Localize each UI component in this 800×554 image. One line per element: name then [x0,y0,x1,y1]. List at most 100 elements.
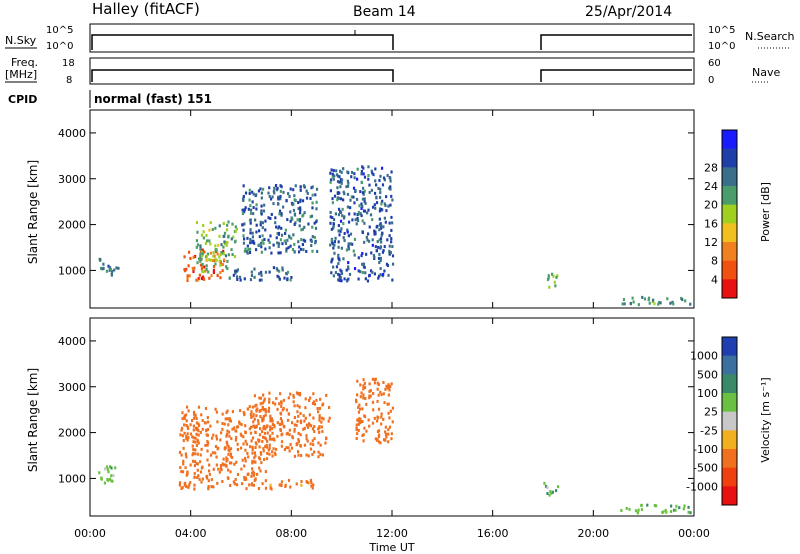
data-cell [311,235,314,239]
data-cell [371,218,374,222]
data-cell [321,416,324,420]
data-cell [338,257,341,261]
data-cell [281,242,284,246]
data-cell [197,433,200,437]
data-cell [362,166,365,170]
data-cell [186,470,189,474]
data-cell [207,469,211,473]
data-cell [647,298,650,302]
data-cell [375,201,379,205]
data-cell [381,250,385,254]
data-cell [362,387,365,391]
data-cell [251,445,254,449]
data-cell [362,262,365,266]
data-cell [379,258,382,262]
data-cell [294,221,297,225]
data-cell [297,207,300,211]
data-cell [193,266,196,270]
data-cell [225,228,229,232]
data-cell [298,224,301,228]
data-cell [99,258,102,262]
data-cell [192,416,196,420]
data-cell [274,221,277,225]
data-cell [263,436,266,440]
data-cell [337,278,340,282]
data-cell [245,487,248,491]
data-cell [181,434,184,438]
data-cell [193,475,196,479]
data-cell [290,236,293,240]
colorbar-frame [721,336,738,506]
data-cell [225,432,229,436]
data-cell [111,269,114,273]
data-cell [290,217,293,221]
data-cell [232,480,236,484]
data-cell [262,241,265,245]
data-cell [198,477,201,481]
data-cell [258,243,261,247]
data-cell [648,301,651,305]
data-cell [265,443,268,447]
data-cell [201,419,204,423]
colorbar-tick-label: 28 [704,161,718,174]
data-cell [363,189,366,193]
data-cell [325,393,328,397]
data-cell [360,206,363,210]
data-cell [249,241,252,245]
data-cell [357,256,360,260]
data-cell [236,268,240,272]
data-cell [291,247,295,251]
data-cell [271,419,274,423]
data-cell [253,267,256,271]
data-cell [299,200,302,204]
velocity-y-ticks: 1000 2000 3000 4000 [58,335,694,485]
data-cell [362,439,365,443]
data-cell [284,241,288,245]
data-cell [257,419,260,423]
data-cell [689,302,692,306]
data-cell [236,448,240,452]
data-cell [187,264,190,268]
data-cell [384,220,387,224]
data-cell [316,249,319,253]
data-cell [196,278,199,282]
data-cell [242,194,245,198]
data-cell [188,483,191,487]
data-cell [216,420,219,424]
data-cell [309,396,312,400]
data-cell [200,254,204,258]
data-cell [271,431,274,435]
data-cell [109,267,112,271]
data-cell [391,262,395,266]
data-cell [379,390,382,394]
data-cell [312,416,315,420]
data-cell [374,230,377,234]
data-cell [227,445,230,449]
nsearch-label: N.Search [745,30,795,43]
data-cell [379,222,382,226]
data-cell [299,443,302,447]
data-cell [214,257,217,261]
data-cell [184,452,188,456]
data-cell [253,417,256,421]
data-cell [186,472,189,476]
data-cell [337,253,340,257]
data-cell [277,231,281,235]
data-cell [356,393,359,397]
data-cell [307,454,310,458]
data-cell [380,233,383,237]
data-cell [373,232,376,236]
data-cell [367,208,370,212]
data-cell [275,396,278,400]
data-cell [197,441,200,445]
data-cell [331,197,334,201]
data-cell [267,406,271,410]
data-cell [387,393,390,397]
data-cell [234,230,237,234]
data-cell [180,487,183,491]
data-cell [261,439,264,443]
data-cell [197,405,201,409]
data-cell [378,252,381,256]
data-cell [637,508,640,512]
data-cell [261,482,264,486]
